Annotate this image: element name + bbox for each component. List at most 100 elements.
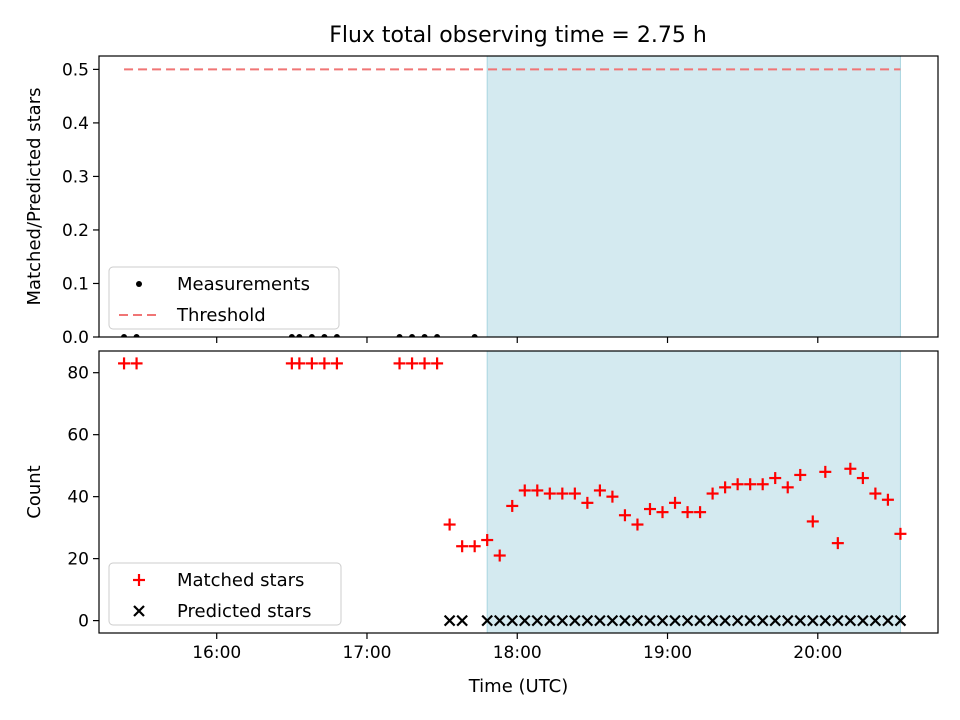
predicted-stars-point xyxy=(857,614,869,627)
x-tick-label: 17:00 xyxy=(342,643,391,663)
y-tick-label: 0.4 xyxy=(62,114,89,134)
measurements-point xyxy=(421,334,428,337)
predicted-stars-point xyxy=(569,614,581,627)
chart-title: Flux total observing time = 2.75 h xyxy=(329,23,707,48)
predicted-stars-point xyxy=(619,614,631,627)
predicted-stars-point xyxy=(756,614,769,627)
matched-stars-point xyxy=(130,357,143,370)
measurements-point xyxy=(471,334,478,337)
plot-area xyxy=(118,357,907,627)
measurements-point xyxy=(409,334,416,337)
x-tick-label: 18:00 xyxy=(493,643,542,663)
x-tick-label: 20:00 xyxy=(793,643,842,663)
y-tick-label: 0 xyxy=(78,612,89,632)
shaded-time-span xyxy=(486,350,901,634)
predicted-stars-point xyxy=(606,614,619,627)
measurements-point xyxy=(121,334,128,337)
matched-stars-point xyxy=(568,487,581,500)
matched-stars-point xyxy=(881,493,894,506)
matched-stars-point xyxy=(831,537,844,550)
predicted-stars-point xyxy=(694,614,706,627)
matched-stars-point xyxy=(443,518,456,531)
matched-stars-point xyxy=(330,357,343,370)
predicted-stars-point xyxy=(531,614,544,627)
matched-stars-point xyxy=(656,506,669,519)
legend-label: Predicted stars xyxy=(177,601,311,622)
y-tick-label: 0.0 xyxy=(62,328,89,348)
predicted-stars-point xyxy=(706,614,719,627)
measurements-point xyxy=(321,334,328,337)
matched-stars-point xyxy=(393,357,406,370)
predicted-stars-point xyxy=(719,614,731,627)
matched-stars-point xyxy=(756,478,769,491)
legend-x-marker xyxy=(133,605,145,617)
y-tick-label: 40 xyxy=(67,488,89,508)
matched-stars-point xyxy=(305,357,318,370)
predicted-stars-point xyxy=(506,614,519,627)
plot-area xyxy=(121,68,901,337)
predicted-stars-point xyxy=(744,614,756,627)
bottom-panel: 0 20 40 60 80 16:00 17:00 18:00 19:00 20:00 Count T… xyxy=(24,350,939,697)
predicted-stars-point xyxy=(644,614,656,627)
predicted-stars-point xyxy=(819,614,832,627)
legend: Matched stars Predicted stars xyxy=(108,562,342,626)
matched-stars-point xyxy=(406,357,419,370)
matched-stars-point xyxy=(468,540,481,553)
predicted-stars-point xyxy=(882,614,894,627)
axes-frame xyxy=(98,350,939,634)
predicted-stars-point xyxy=(832,614,844,627)
matched-stars-point xyxy=(606,490,619,503)
measurements-point xyxy=(396,334,403,337)
top-panel: 0.0 0.1 0.2 0.3 0.4 0.5 Matched/Predicted star… xyxy=(24,55,939,348)
y-tick-label: 60 xyxy=(67,426,89,446)
predicted-stars-point xyxy=(731,614,744,627)
predicted-stars-point xyxy=(794,614,807,627)
matched-stars-point xyxy=(318,357,331,370)
matched-stars-point xyxy=(506,499,519,512)
measurements-point xyxy=(133,334,140,337)
matched-stars-point xyxy=(719,481,732,494)
measurements-point xyxy=(296,334,303,337)
predicted-stars-point xyxy=(443,614,456,627)
matched-stars-point xyxy=(531,484,544,497)
matched-stars-point xyxy=(769,472,782,485)
legend-label: Measurements xyxy=(177,274,310,295)
matched-stars-point xyxy=(794,468,807,481)
matched-stars-point xyxy=(556,487,569,500)
matched-stars-point xyxy=(618,509,631,522)
matched-stars-point xyxy=(869,487,882,500)
predicted-stars-point xyxy=(581,614,594,627)
predicted-stars-point xyxy=(631,614,644,627)
legend: Measurements Threshold xyxy=(108,266,340,330)
matched-stars-point xyxy=(118,357,131,370)
matched-stars-point xyxy=(543,487,556,500)
predicted-stars-point xyxy=(518,614,531,627)
matched-stars-point xyxy=(844,462,857,475)
legend-box xyxy=(108,266,340,330)
predicted-stars-point xyxy=(594,614,606,627)
matched-stars-point xyxy=(894,527,907,540)
matched-stars-point xyxy=(456,540,469,553)
matched-stars-point xyxy=(293,357,306,370)
y-tick-label: 20 xyxy=(67,550,89,570)
predicted-stars-point xyxy=(481,614,493,627)
shaded-time-span xyxy=(486,55,901,338)
y-axis-label: Matched/Predicted stars xyxy=(24,88,45,306)
measurements-point xyxy=(288,334,295,337)
y-tick-label: 0.5 xyxy=(62,60,89,80)
matched-stars-point xyxy=(643,503,656,516)
predicted-stars-point xyxy=(493,614,506,627)
y-tick-label: 0.1 xyxy=(62,274,89,294)
predicted-stars-point xyxy=(894,614,907,627)
predicted-stars-point xyxy=(844,614,857,627)
matched-stars-point xyxy=(681,506,694,519)
legend-label: Matched stars xyxy=(177,570,304,591)
measurements-point xyxy=(333,334,340,337)
matched-stars-point xyxy=(819,465,832,478)
predicted-stars-point xyxy=(781,614,794,627)
predicted-stars-point xyxy=(769,614,781,627)
matched-stars-point xyxy=(856,472,869,485)
matched-stars-point xyxy=(631,518,644,531)
y-tick-label: 0.2 xyxy=(62,221,89,241)
